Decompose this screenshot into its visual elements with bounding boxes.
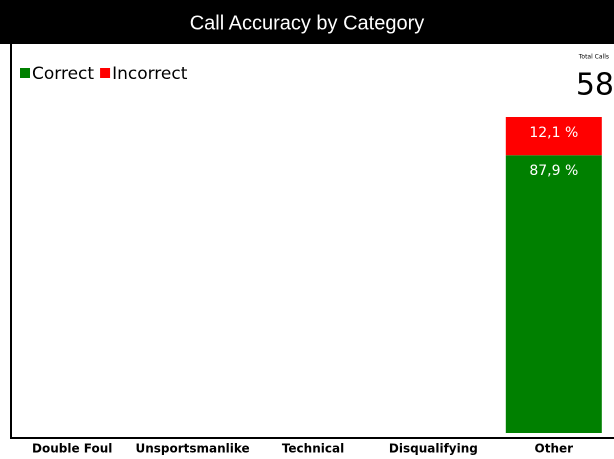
x-tick-label: Technical <box>282 442 344 456</box>
total-label: Total Calls <box>578 54 609 61</box>
value-label: 12,1 % <box>529 125 578 141</box>
x-tick-label: Other <box>535 442 574 456</box>
frame-bottom <box>10 437 614 439</box>
frame-left <box>10 44 12 439</box>
legend-swatch <box>20 68 30 78</box>
total-value: 58 <box>576 68 614 103</box>
x-tick-label: Unsportsmanlike <box>135 442 249 456</box>
bar-segment <box>505 117 602 156</box>
chart-title: Call Accuracy by Category <box>190 12 425 34</box>
bar-segment <box>505 155 602 433</box>
legend-label: Incorrect <box>112 64 188 84</box>
legend-label: Correct <box>32 64 94 84</box>
value-label: 87,9 % <box>529 163 578 179</box>
x-tick-label: Disqualifying <box>389 442 478 456</box>
x-tick-label: Double Foul <box>32 442 112 456</box>
legend-swatch <box>100 68 111 78</box>
title-bar <box>0 0 614 44</box>
